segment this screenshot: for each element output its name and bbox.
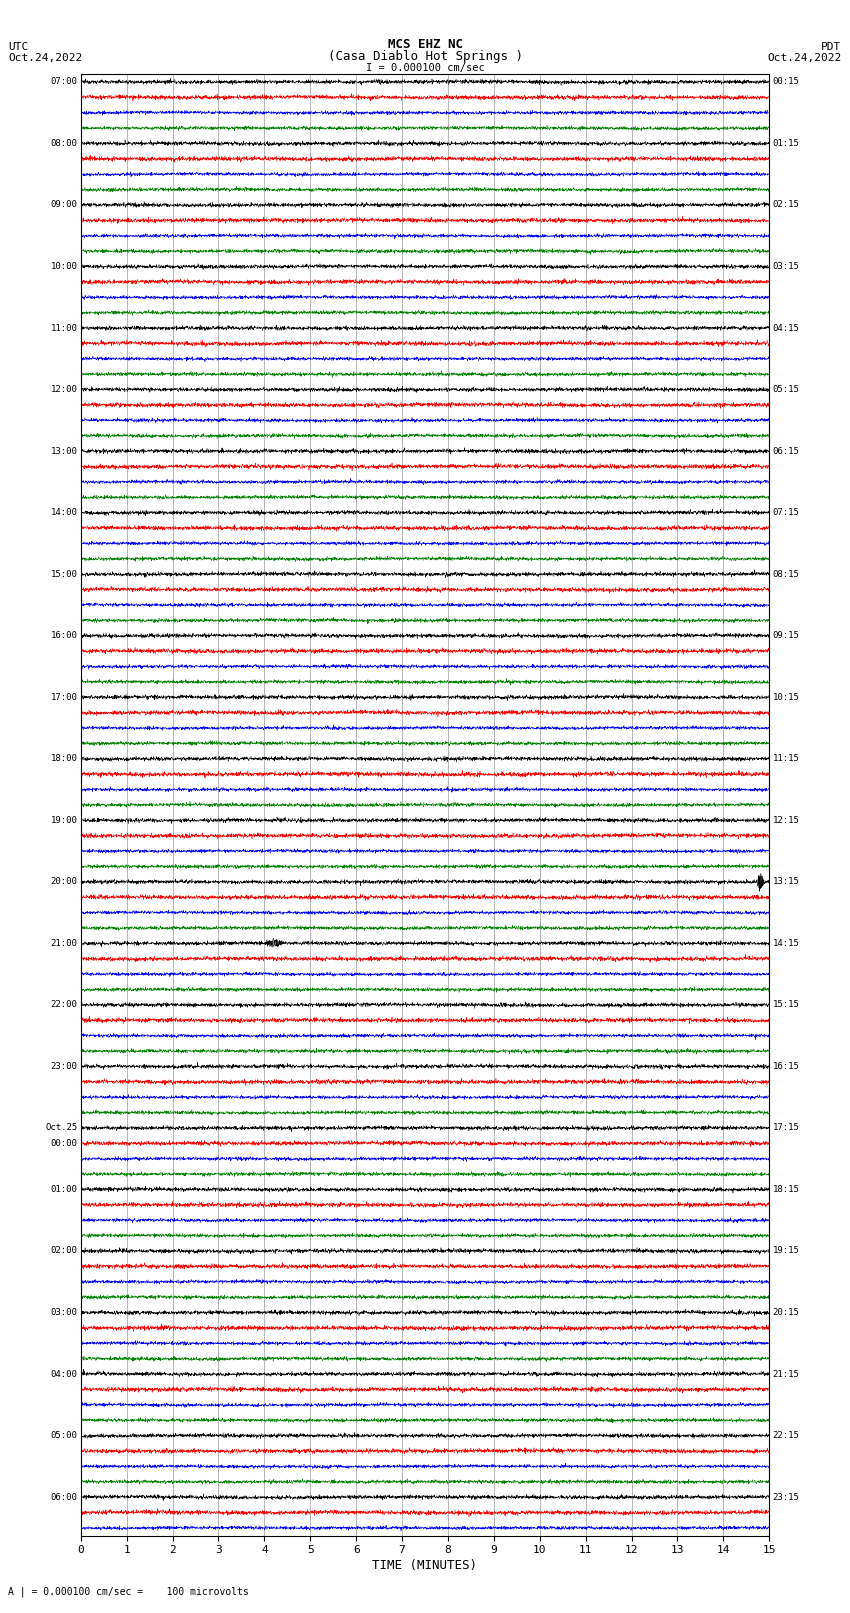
Text: 05:00: 05:00 <box>50 1431 77 1440</box>
Text: 03:15: 03:15 <box>773 261 800 271</box>
Text: 23:15: 23:15 <box>773 1492 800 1502</box>
Text: 22:15: 22:15 <box>773 1431 800 1440</box>
Text: 07:00: 07:00 <box>50 77 77 87</box>
Text: 12:00: 12:00 <box>50 386 77 394</box>
Text: 12:15: 12:15 <box>773 816 800 824</box>
Text: Oct.25: Oct.25 <box>45 1123 77 1132</box>
Text: 09:15: 09:15 <box>773 631 800 640</box>
Text: 06:15: 06:15 <box>773 447 800 455</box>
Text: 01:00: 01:00 <box>50 1186 77 1194</box>
Text: 18:00: 18:00 <box>50 755 77 763</box>
Text: 16:00: 16:00 <box>50 631 77 640</box>
Text: Oct.24,2022: Oct.24,2022 <box>8 53 82 63</box>
Text: 22:00: 22:00 <box>50 1000 77 1010</box>
Text: 05:15: 05:15 <box>773 386 800 394</box>
Text: 02:00: 02:00 <box>50 1247 77 1255</box>
Text: A | = 0.000100 cm/sec =    100 microvolts: A | = 0.000100 cm/sec = 100 microvolts <box>8 1586 249 1597</box>
Text: 15:00: 15:00 <box>50 569 77 579</box>
Text: 19:15: 19:15 <box>773 1247 800 1255</box>
Text: 23:00: 23:00 <box>50 1061 77 1071</box>
Text: 21:00: 21:00 <box>50 939 77 948</box>
Text: 15:15: 15:15 <box>773 1000 800 1010</box>
Text: 02:15: 02:15 <box>773 200 800 210</box>
Text: 11:00: 11:00 <box>50 324 77 332</box>
Text: 00:00: 00:00 <box>50 1139 77 1148</box>
Text: 14:00: 14:00 <box>50 508 77 518</box>
Text: 18:15: 18:15 <box>773 1186 800 1194</box>
Text: 17:15: 17:15 <box>773 1123 800 1132</box>
Text: 13:00: 13:00 <box>50 447 77 455</box>
Text: 06:00: 06:00 <box>50 1492 77 1502</box>
Text: (Casa Diablo Hot Springs ): (Casa Diablo Hot Springs ) <box>327 50 523 63</box>
Text: MCS EHZ NC: MCS EHZ NC <box>388 37 462 52</box>
Text: 20:15: 20:15 <box>773 1308 800 1318</box>
Text: 08:15: 08:15 <box>773 569 800 579</box>
Text: 14:15: 14:15 <box>773 939 800 948</box>
Text: 09:00: 09:00 <box>50 200 77 210</box>
Text: 01:15: 01:15 <box>773 139 800 148</box>
Text: 11:15: 11:15 <box>773 755 800 763</box>
Text: Oct.24,2022: Oct.24,2022 <box>768 53 842 63</box>
Text: 03:00: 03:00 <box>50 1308 77 1318</box>
Text: 13:15: 13:15 <box>773 877 800 886</box>
Text: 04:00: 04:00 <box>50 1369 77 1379</box>
Text: 10:15: 10:15 <box>773 692 800 702</box>
Text: 21:15: 21:15 <box>773 1369 800 1379</box>
X-axis label: TIME (MINUTES): TIME (MINUTES) <box>372 1560 478 1573</box>
Text: 16:15: 16:15 <box>773 1061 800 1071</box>
Text: 19:00: 19:00 <box>50 816 77 824</box>
Text: 20:00: 20:00 <box>50 877 77 886</box>
Text: 17:00: 17:00 <box>50 692 77 702</box>
Text: UTC: UTC <box>8 42 29 52</box>
Text: 04:15: 04:15 <box>773 324 800 332</box>
Text: 00:15: 00:15 <box>773 77 800 87</box>
Text: 10:00: 10:00 <box>50 261 77 271</box>
Text: 07:15: 07:15 <box>773 508 800 518</box>
Text: PDT: PDT <box>821 42 842 52</box>
Text: 08:00: 08:00 <box>50 139 77 148</box>
Text: I = 0.000100 cm/sec: I = 0.000100 cm/sec <box>366 63 484 73</box>
